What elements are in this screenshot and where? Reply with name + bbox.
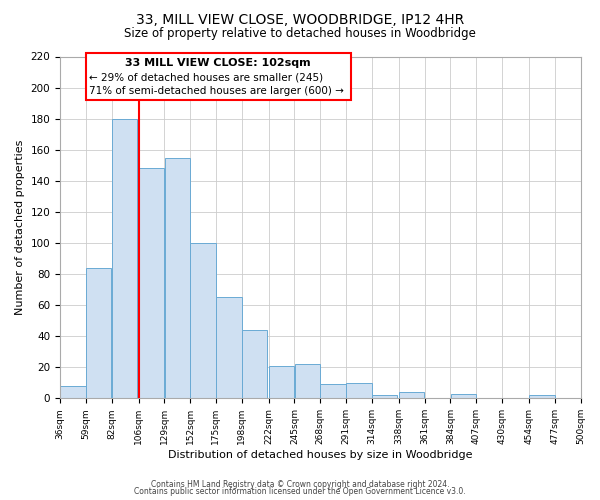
Bar [242, 330, 268, 398]
Text: 33, MILL VIEW CLOSE, WOODBRIDGE, IP12 4HR: 33, MILL VIEW CLOSE, WOODBRIDGE, IP12 4H… [136, 12, 464, 26]
Bar [60, 386, 86, 398]
Text: Contains public sector information licensed under the Open Government Licence v3: Contains public sector information licen… [134, 487, 466, 496]
Bar [451, 394, 476, 398]
Y-axis label: Number of detached properties: Number of detached properties [15, 140, 25, 315]
Text: 71% of semi-detached houses are larger (600) →: 71% of semi-detached houses are larger (… [89, 86, 344, 96]
Text: ← 29% of detached houses are smaller (245): ← 29% of detached houses are smaller (24… [89, 72, 323, 82]
Bar [216, 298, 242, 398]
Bar [320, 384, 346, 398]
X-axis label: Distribution of detached houses by size in Woodbridge: Distribution of detached houses by size … [168, 450, 473, 460]
Text: Size of property relative to detached houses in Woodbridge: Size of property relative to detached ho… [124, 28, 476, 40]
Bar [86, 268, 112, 398]
Text: 33 MILL VIEW CLOSE: 102sqm: 33 MILL VIEW CLOSE: 102sqm [125, 58, 311, 68]
Bar [164, 158, 190, 398]
Bar [529, 395, 554, 398]
FancyBboxPatch shape [86, 54, 350, 100]
Bar [295, 364, 320, 398]
Bar [346, 383, 371, 398]
Text: Contains HM Land Registry data © Crown copyright and database right 2024.: Contains HM Land Registry data © Crown c… [151, 480, 449, 489]
Bar [139, 168, 164, 398]
Bar [112, 118, 137, 398]
Bar [399, 392, 424, 398]
Bar [190, 243, 216, 398]
Bar [269, 366, 294, 398]
Bar [372, 395, 397, 398]
